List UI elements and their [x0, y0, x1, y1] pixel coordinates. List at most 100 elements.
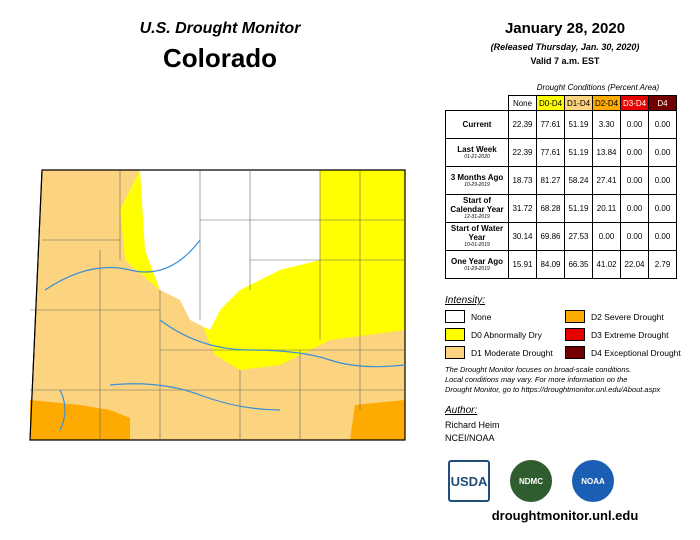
- table-row: Current 22.39 77.61 51.19 3.30 0.00 0.00: [445, 110, 677, 139]
- legend-label: None: [471, 311, 492, 322]
- legend-item: D1 Moderate Drought: [445, 346, 553, 359]
- author-name: Richard Heim: [445, 420, 500, 430]
- row-date: 10-29-2019: [464, 181, 490, 188]
- row-label: One Year Ago 01-29-2019: [445, 250, 509, 279]
- table-cell: 68.28: [536, 194, 565, 223]
- table-cell: 0.00: [648, 166, 677, 195]
- row-label: Current: [445, 110, 509, 139]
- logo: USDA: [448, 460, 490, 502]
- map: [29, 169, 406, 441]
- legend-item: D4 Exceptional Drought: [565, 346, 681, 359]
- table-cell: 22.04: [620, 250, 649, 279]
- legend-item: D0 Abnormally Dry: [445, 328, 542, 341]
- title: Colorado: [162, 43, 278, 73]
- row-label-text: Start of Water Year: [450, 224, 504, 242]
- note-line: The Drought Monitor focuses on broad-sca…: [445, 365, 632, 374]
- row-label-text: One Year Ago: [450, 256, 504, 266]
- legend-label: D1 Moderate Drought: [471, 347, 553, 358]
- row-label: Start of Water Year 10-01-2019: [445, 222, 509, 251]
- table-cell: 0.00: [620, 110, 649, 139]
- table-cell: 0.00: [620, 194, 649, 223]
- table-cell: 15.91: [508, 250, 537, 279]
- row-date: 01-29-2019: [464, 265, 490, 272]
- table-cell: 0.00: [620, 138, 649, 167]
- legend-label: D0 Abnormally Dry: [471, 329, 542, 340]
- table-cell: 77.61: [536, 110, 565, 139]
- row-label-text: 3 Months Ago: [450, 172, 504, 182]
- header-row: None D0-D4 D1-D4 D2-D4 D3-D4 D4: [446, 95, 677, 111]
- author-title: Author:: [445, 405, 478, 416]
- table-cell: 84.09: [536, 250, 565, 279]
- legend-item: D3 Extreme Drought: [565, 328, 668, 341]
- conditions-table: None D0-D4 D1-D4 D2-D4 D3-D4 D4 Current 22.39 77…: [445, 95, 677, 279]
- table-row: Start of Calendar Year 12-31-2019 31.72 68.…: [445, 194, 677, 223]
- table-caption: Drought Conditions (Percent Area): [536, 83, 660, 92]
- logo: NDMC: [510, 460, 552, 502]
- row-label-text: Start of Calendar Year: [450, 196, 504, 214]
- table-cell: 22.39: [508, 110, 537, 139]
- table-cell: 51.19: [564, 138, 593, 167]
- row-date: 12-31-2019: [464, 214, 490, 220]
- note: The Drought Monitor focuses on broad-sca…: [445, 365, 660, 395]
- table-cell: 51.19: [564, 110, 593, 139]
- column-header: D0-D4: [536, 95, 565, 111]
- table-cell: 0.00: [620, 166, 649, 195]
- legend-swatch: [445, 328, 465, 341]
- table-cell: 31.72: [508, 194, 537, 223]
- table-cell: 0.00: [648, 194, 677, 223]
- table-cell: 13.84: [592, 138, 621, 167]
- table-row: 3 Months Ago 10-29-2019 18.73 81.27 58.24 27.…: [445, 166, 677, 195]
- note-line: Local conditions may vary. For more info…: [445, 375, 628, 384]
- url: droughtmonitor.unl.edu: [491, 508, 639, 523]
- table-cell: 0.00: [620, 222, 649, 251]
- column-header: D3-D4: [620, 95, 649, 111]
- row-date: 01-21-2020: [464, 153, 490, 160]
- table-row: One Year Ago 01-29-2019 15.91 84.09 66.35 41.…: [445, 250, 677, 279]
- row-label: 3 Months Ago 10-29-2019: [445, 166, 509, 195]
- legend-label: D3 Extreme Drought: [591, 329, 669, 340]
- legend-title: Intensity:: [445, 295, 486, 306]
- table-cell: 0.00: [648, 222, 677, 251]
- table-cell: 69.86: [536, 222, 565, 251]
- table-cell: 77.61: [536, 138, 565, 167]
- legend-swatch: [565, 310, 585, 323]
- table-cell: 22.39: [508, 138, 537, 167]
- legend-label: D2 Severe Drought: [591, 311, 664, 322]
- table-cell: 0.00: [648, 110, 677, 139]
- legend-swatch: [565, 346, 585, 359]
- legend-swatch: [445, 310, 465, 323]
- row-label: Start of Calendar Year 12-31-2019: [445, 194, 509, 223]
- row-label-text: Current: [462, 120, 492, 129]
- table-row: Last Week 01-21-2020 22.39 77.61 51.19 13.84 0…: [445, 138, 677, 167]
- legend-swatch: [445, 346, 465, 359]
- note-line: Drought Monitor, go to https://droughtmo…: [445, 385, 661, 394]
- table-cell: 58.24: [564, 166, 593, 195]
- table-cell: 27.53: [564, 222, 593, 251]
- table-cell: 0.00: [592, 222, 621, 251]
- corner: [446, 96, 509, 111]
- table-row: Start of Water Year 10-01-2019 30.14 69.86 2…: [445, 222, 677, 251]
- table-cell: 66.35: [564, 250, 593, 279]
- column-header: D4: [648, 95, 677, 111]
- released: (Released Thursday, Jan. 30, 2020): [490, 42, 640, 52]
- row-label: Last Week 01-21-2020: [445, 138, 509, 167]
- legend-swatch: [565, 328, 585, 341]
- table-cell: 51.19: [564, 194, 593, 223]
- row-label-text: Last Week: [457, 144, 497, 154]
- subtitle: U.S. Drought Monitor: [139, 20, 301, 37]
- table-cell: 41.02: [592, 250, 621, 279]
- legend-item: D2 Severe Drought: [565, 310, 664, 323]
- column-header: None: [508, 95, 537, 111]
- legend-item: None: [445, 310, 491, 323]
- table-cell: 30.14: [508, 222, 537, 251]
- column-header: D1-D4: [564, 95, 593, 111]
- row-date: 10-01-2019: [464, 242, 490, 248]
- author-org: NCEI/NOAA: [445, 433, 495, 443]
- table-cell: 20.11: [592, 194, 621, 223]
- table-cell: 27.41: [592, 166, 621, 195]
- table-cell: 0.00: [648, 138, 677, 167]
- date-title: January 28, 2020: [504, 20, 626, 37]
- table-cell: 18.73: [508, 166, 537, 195]
- legend-label: D4 Exceptional Drought: [591, 347, 681, 358]
